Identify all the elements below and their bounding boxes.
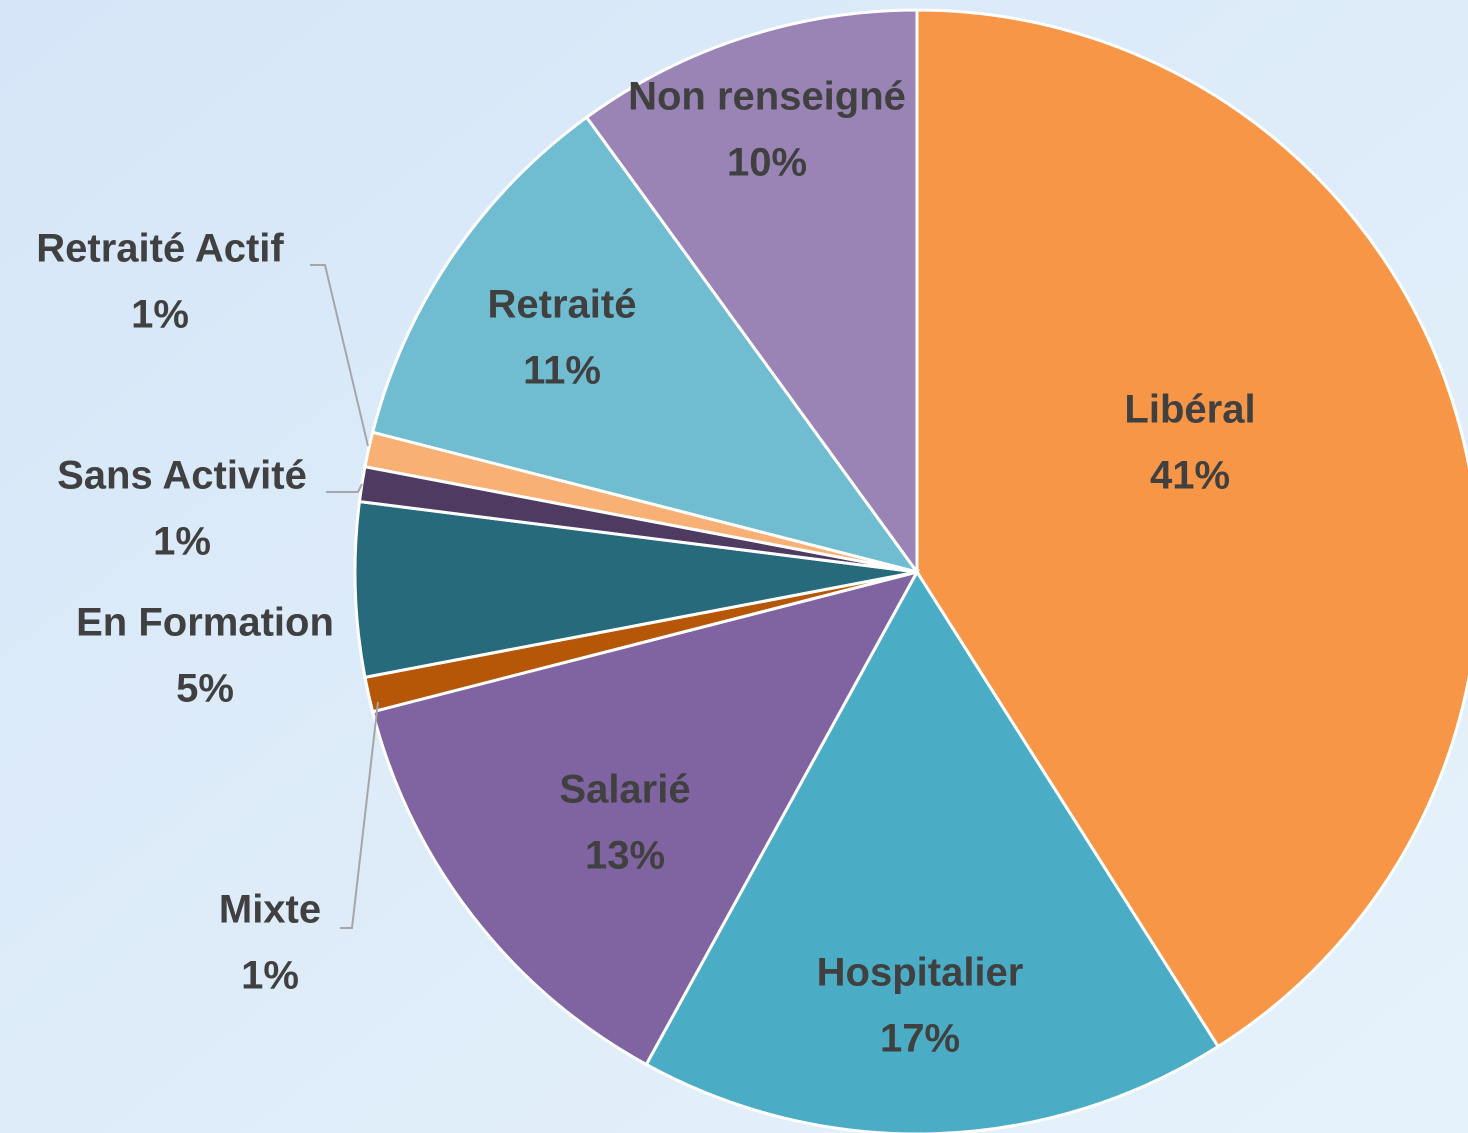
slice-label: En Formation bbox=[76, 601, 334, 645]
leader-line bbox=[340, 701, 379, 929]
slice-label: Salarié bbox=[559, 768, 690, 812]
pie-slice bbox=[370, 115, 921, 575]
slice-label: Mixte bbox=[219, 888, 321, 932]
slice-value: 1% bbox=[241, 954, 299, 998]
pie-slice bbox=[644, 569, 1221, 1133]
pie-slice bbox=[370, 569, 920, 1067]
slice-value: 10% bbox=[727, 141, 807, 185]
slice-value: 11% bbox=[523, 349, 601, 393]
slice-label: Retraité Actif bbox=[36, 227, 284, 271]
pie-slice bbox=[584, 8, 919, 577]
slice-label: Libéral bbox=[1124, 388, 1255, 432]
pie-slice bbox=[353, 499, 918, 680]
slice-label: Sans Activité bbox=[57, 454, 307, 498]
leader-line bbox=[310, 264, 369, 447]
slice-value: 41% bbox=[1150, 454, 1230, 498]
slice-value: 5% bbox=[176, 667, 234, 711]
slice-label: Hospitalier bbox=[817, 951, 1024, 995]
slice-value: 1% bbox=[131, 293, 189, 337]
slice-value: 1% bbox=[153, 520, 211, 564]
slice-value: 13% bbox=[585, 834, 665, 878]
slice-value: 17% bbox=[880, 1017, 960, 1061]
leader-line bbox=[326, 483, 363, 493]
slice-label: Retraité bbox=[488, 283, 637, 327]
slice-label: Non renseigné bbox=[628, 75, 906, 119]
